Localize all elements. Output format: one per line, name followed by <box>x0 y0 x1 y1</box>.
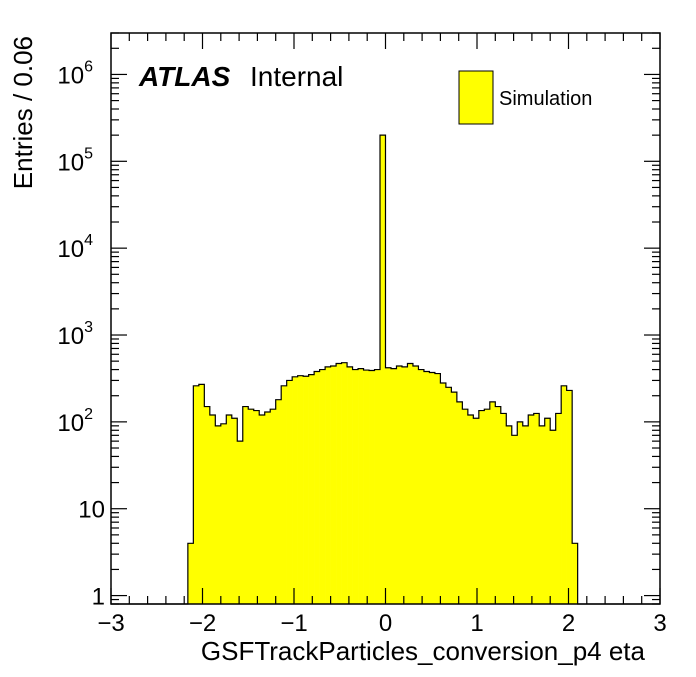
histogram-bin <box>237 441 244 604</box>
histogram-bin <box>193 385 200 604</box>
histogram-bin <box>242 406 249 604</box>
histogram-bin <box>544 418 551 604</box>
histogram-bin <box>451 392 458 604</box>
histogram-bin <box>231 418 238 604</box>
histogram-bin <box>423 371 430 604</box>
atlas-label: ATLAS <box>138 61 231 92</box>
histogram-bin <box>314 371 320 604</box>
histogram-bin <box>319 369 326 604</box>
histogram-bin <box>407 363 414 604</box>
histogram-bin <box>511 435 518 604</box>
histogram-bin <box>358 368 364 604</box>
legend-label-simulation: Simulation <box>499 88 592 110</box>
histogram-bin <box>500 413 507 604</box>
histogram-bin <box>533 413 540 604</box>
histogram-bin <box>303 376 309 604</box>
histogram-bin <box>517 421 524 604</box>
y-tick-label: 103 <box>57 319 93 350</box>
histogram-bin <box>434 373 441 604</box>
y-tick-label: 1 <box>92 584 105 611</box>
y-tick-label: 104 <box>57 232 93 263</box>
histogram-bin <box>495 406 502 604</box>
histogram-bin <box>336 363 342 604</box>
y-tick-label: 10 <box>78 497 105 524</box>
histogram-bin <box>555 413 562 604</box>
histogram-bin <box>264 411 271 604</box>
histogram-bin <box>369 370 375 604</box>
histogram-bin <box>539 425 546 604</box>
histogram-bin <box>484 409 491 604</box>
histogram-bin <box>275 399 282 604</box>
histogram-bin <box>456 401 463 604</box>
histogram-bars <box>111 134 660 605</box>
histogram-bin <box>297 375 304 604</box>
histogram-bin <box>220 423 227 604</box>
histogram-bin <box>308 374 315 604</box>
histogram-outline <box>111 134 660 605</box>
histogram-bin <box>209 414 216 604</box>
histogram-bin <box>270 409 276 604</box>
x-axis-title: GSFTrackParticles_conversion_p4 eta <box>201 636 646 666</box>
histogram-bin <box>390 368 397 604</box>
histogram-bin <box>352 369 359 604</box>
legend: Simulation <box>458 70 592 125</box>
histogram-bin <box>401 366 408 604</box>
histogram-bin <box>572 543 578 604</box>
histogram-bin <box>253 410 260 604</box>
histogram-bin <box>286 380 293 604</box>
histogram-bin <box>341 362 348 604</box>
histogram-bin <box>566 390 573 604</box>
histogram-bin <box>489 401 496 604</box>
histogram-bin <box>440 383 447 604</box>
histogram-bin <box>462 409 469 604</box>
y-tick-label: 102 <box>57 406 93 437</box>
x-axis-ticks: −3 −2 −1 0 1 2 3 <box>97 33 667 637</box>
histogram-bin <box>506 425 513 604</box>
histogram-bin <box>528 414 535 604</box>
histogram-bin <box>325 366 331 604</box>
histogram-bin <box>550 430 556 604</box>
histogram-bin <box>467 414 474 604</box>
legend-swatch-simulation <box>458 70 494 125</box>
y-axis-title: Entries / 0.06 <box>8 36 38 189</box>
x-tick-label: −1 <box>280 610 307 637</box>
histogram-bin <box>226 414 233 604</box>
histogram-bin <box>215 425 222 604</box>
histogram-bin <box>187 543 194 604</box>
histogram-bin <box>330 365 337 604</box>
x-tick-label: −3 <box>97 610 124 637</box>
histogram-bin <box>374 369 381 604</box>
histogram-bin <box>385 367 392 604</box>
histogram-bin <box>522 425 529 604</box>
histogram-bin <box>204 406 211 604</box>
x-tick-label: 0 <box>379 610 392 637</box>
histogram-bin <box>380 135 386 604</box>
histogram-bin <box>281 385 287 604</box>
x-tick-label: −2 <box>189 610 216 637</box>
x-tick-label: 1 <box>470 610 483 637</box>
histogram-bin <box>445 387 452 604</box>
histogram-bin <box>259 414 266 604</box>
histogram-bin <box>363 370 370 604</box>
y-tick-label: 106 <box>57 58 93 89</box>
histogram-bin <box>198 384 205 604</box>
histogram-bin <box>418 369 425 604</box>
x-tick-label: 3 <box>653 610 666 637</box>
histogram-bin <box>412 365 419 604</box>
histogram-bin <box>248 409 255 604</box>
x-tick-label: 2 <box>562 610 575 637</box>
histogram-bin <box>396 365 403 604</box>
histogram-bin <box>292 376 298 604</box>
histogram-bin <box>347 366 353 604</box>
histogram-bin <box>429 372 436 604</box>
y-tick-label: 105 <box>57 145 93 176</box>
histogram-bin <box>561 385 567 604</box>
histogram-bin <box>478 410 485 604</box>
internal-label: Internal <box>250 61 343 92</box>
histogram-bin <box>473 418 480 604</box>
